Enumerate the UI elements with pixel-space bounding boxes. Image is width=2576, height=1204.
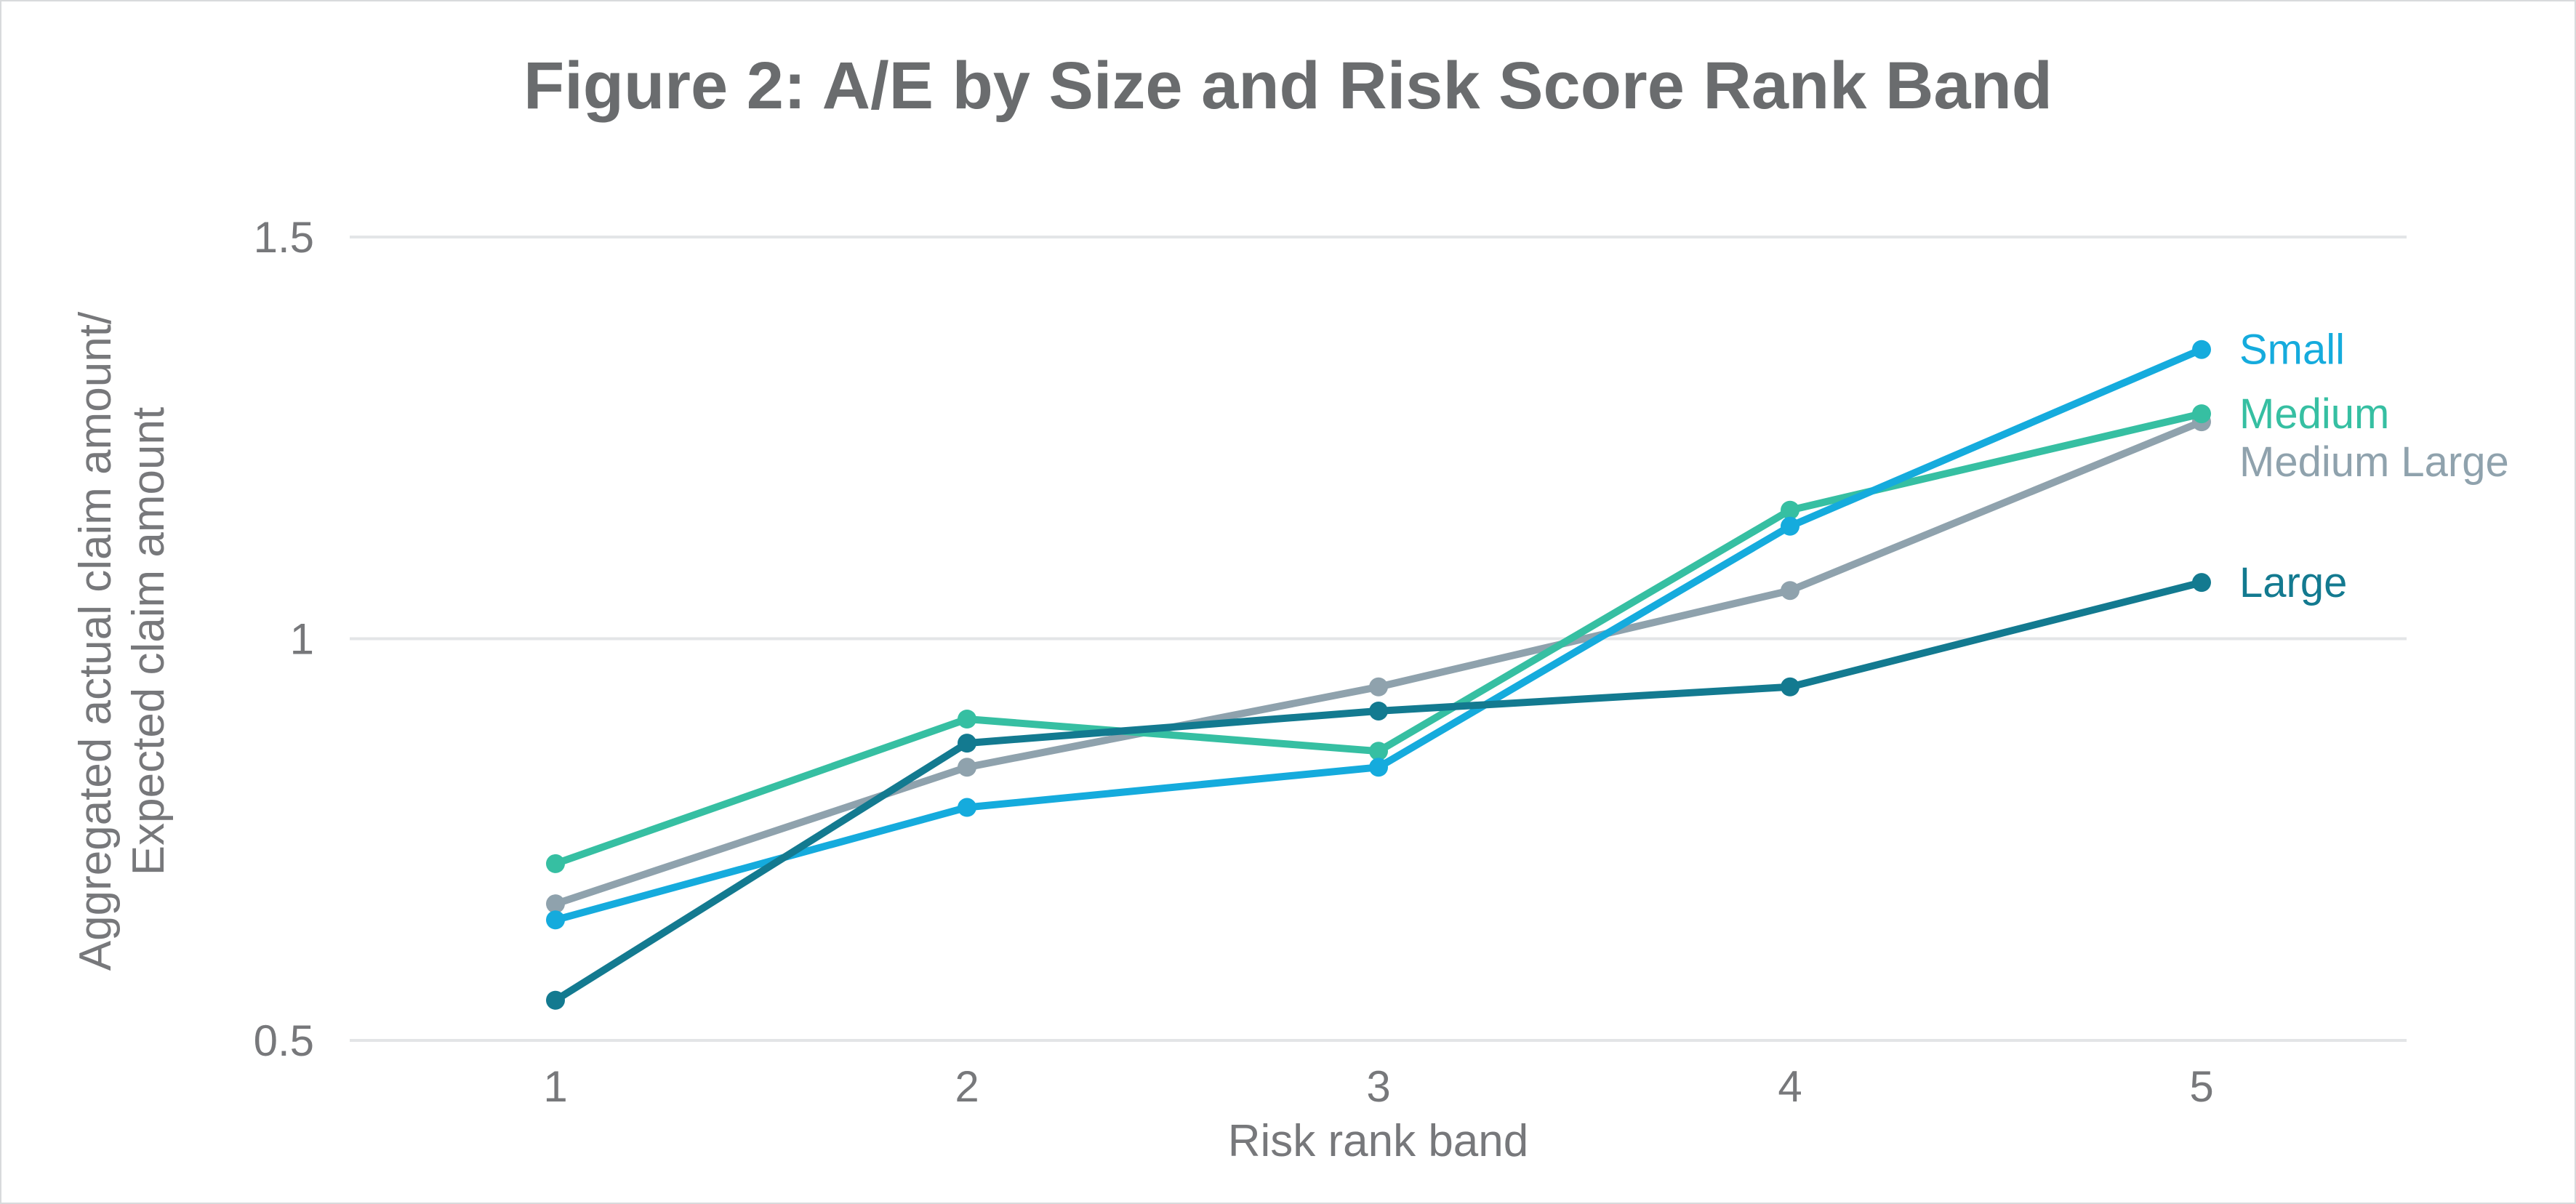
data-point-medium-5 bbox=[2192, 404, 2211, 424]
data-point-small-4 bbox=[1781, 516, 1799, 536]
x-tick-label-5: 5 bbox=[2189, 1062, 2213, 1111]
x-tick-label-2: 2 bbox=[955, 1062, 979, 1111]
x-tick-label-4: 4 bbox=[1778, 1062, 1802, 1111]
y-tick-label-1.5: 1.5 bbox=[254, 213, 314, 262]
series-line-large bbox=[552, 579, 2205, 1004]
data-point-small-5 bbox=[2192, 340, 2211, 359]
y-tick-label-0.5: 0.5 bbox=[254, 1016, 314, 1065]
data-point-large-5 bbox=[2192, 573, 2211, 593]
series-label-large: Large bbox=[2239, 559, 2347, 606]
data-point-medium-3 bbox=[1369, 742, 1388, 761]
data-point-large-3 bbox=[1369, 701, 1388, 721]
x-tick-label-1: 1 bbox=[543, 1062, 567, 1111]
data-point-small-1 bbox=[546, 910, 565, 930]
series-line-medium-large bbox=[552, 418, 2205, 908]
series-label-medium-large: Medium Large bbox=[2239, 438, 2509, 486]
series-label-medium: Medium bbox=[2239, 390, 2389, 438]
chart-title: Figure 2: A/E by Size and Risk Score Ran… bbox=[523, 49, 2053, 123]
data-point-medium-2 bbox=[958, 710, 976, 729]
data-point-medium-1 bbox=[546, 854, 565, 873]
data-point-large-2 bbox=[958, 734, 976, 753]
data-point-small-3 bbox=[1369, 758, 1388, 777]
data-point-medium-large-1 bbox=[546, 894, 565, 914]
data-point-medium-4 bbox=[1781, 500, 1799, 520]
series-label-small: Small bbox=[2239, 326, 2345, 374]
data-point-large-4 bbox=[1781, 677, 1799, 697]
data-point-medium-large-3 bbox=[1369, 677, 1388, 697]
y-tick-label-1: 1 bbox=[290, 615, 314, 664]
data-point-small-2 bbox=[958, 798, 976, 817]
x-axis-title: Risk rank band bbox=[1227, 1116, 1529, 1166]
data-point-medium-large-4 bbox=[1781, 581, 1799, 601]
data-point-large-1 bbox=[546, 990, 565, 1010]
x-tick-label-3: 3 bbox=[1366, 1062, 1390, 1111]
series-line-small bbox=[552, 345, 2205, 924]
data-point-medium-large-2 bbox=[958, 758, 976, 777]
